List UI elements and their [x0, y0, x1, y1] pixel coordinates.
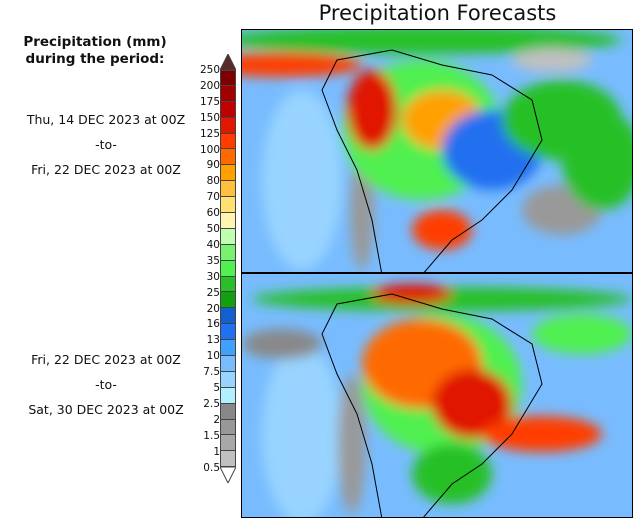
colorbar-segment: [220, 149, 236, 166]
colorbar-tick-label: 20: [206, 302, 220, 315]
colorbar-segment: [220, 197, 236, 214]
colorbar-segment: [220, 419, 236, 436]
colorbar-tick-label: 2.5: [203, 397, 220, 410]
colorbar-segment: [220, 165, 236, 182]
colorbar-tick-label: 5: [213, 382, 220, 394]
precip-area: [338, 374, 366, 514]
map-svg: [242, 274, 632, 517]
legend-title-line1: Precipitation (mm): [23, 34, 167, 50]
colorbar-tick-label: 50: [206, 223, 220, 235]
colorbar-segment: [220, 387, 236, 404]
colorbar-tick-label: 2: [213, 413, 220, 426]
colorbar-tick-label: 70: [206, 191, 220, 204]
colorbar-segment: [220, 451, 236, 468]
colorbar-segment: [220, 244, 236, 261]
colorbar-segment: [220, 371, 236, 388]
colorbar-over-triangle: [220, 54, 236, 70]
colorbar-tick-label: 150: [199, 111, 220, 124]
precip-map-panel-2: [241, 273, 633, 518]
colorbar-tick-label: 35: [206, 254, 220, 267]
precip-area: [372, 284, 452, 304]
colorbar-tick-label: 200: [199, 79, 220, 92]
colorbar-segment: [220, 340, 236, 357]
period-1-label: Thu, 14 DEC 2023 at 00Z -to- Fri, 22 DEC 2…: [0, 107, 212, 182]
precip-area: [562, 110, 632, 210]
colorbar-tick-label: 7.5: [203, 366, 220, 379]
colorbar-segment: [220, 403, 236, 420]
colorbar: [220, 54, 236, 484]
coastline: [321, 293, 543, 517]
colorbar-under-triangle: [220, 467, 236, 484]
colorbar-segment: [220, 228, 236, 245]
colorbar-ticks: 250 200 175 150 125 100 90 80 70 60 50 40 35 30 25 20 16…: [190, 0, 220, 518]
period-start: Fri, 22 DEC 2023 at 00Z: [31, 352, 181, 367]
colorbar-segment: [220, 292, 236, 309]
colorbar-tick-label: 125: [199, 127, 220, 140]
colorbar-tick-label: 250: [199, 64, 220, 76]
precip-area: [512, 48, 592, 72]
colorbar-segment: [220, 85, 236, 102]
colorbar-segment: [220, 308, 236, 325]
colorbar-segment: [220, 435, 236, 452]
coastline: [321, 49, 543, 272]
colorbar-tick-label: 16: [206, 318, 220, 331]
colorbar-tick-label: 60: [206, 207, 220, 220]
colorbar-tick-label: 100: [199, 143, 220, 156]
precip-area: [412, 444, 492, 504]
precip-map-panel-1: [241, 29, 633, 273]
colorbar-segment: [220, 260, 236, 277]
colorbar-tick-label: 25: [206, 286, 220, 299]
colorbar-segment: [220, 70, 236, 86]
colorbar-tick-label: 40: [206, 238, 220, 251]
colorbar-segment: [220, 181, 236, 198]
period-sep: -to-: [95, 137, 117, 152]
legend-title-line2: during the period:: [25, 51, 165, 67]
period-end: Fri, 22 DEC 2023 at 00Z: [31, 162, 181, 177]
colorbar-segment: [220, 213, 236, 229]
precip-area: [532, 314, 632, 354]
period-2-label: Fri, 22 DEC 2023 at 00Z -to- Sat, 30 DEC 2…: [0, 347, 212, 422]
precip-area: [262, 90, 342, 270]
precip-area: [412, 210, 472, 250]
colorbar-tick-label: 80: [206, 175, 220, 188]
period-sep: -to-: [95, 377, 117, 392]
precip-area: [242, 329, 322, 359]
colorbar-tick-label: 90: [206, 159, 220, 172]
colorbar-segment: [220, 101, 236, 118]
colorbar-tick-label: 0.5: [203, 461, 220, 474]
colorbar-segment: [220, 133, 236, 150]
precip-area: [262, 344, 342, 517]
colorbar-tick-label: 1: [213, 445, 220, 458]
colorbar-tick-label: 13: [206, 334, 220, 347]
period-end: Sat, 30 DEC 2023 at 00Z: [28, 402, 184, 417]
colorbar-segment: [220, 276, 236, 293]
colorbar-segment: [220, 324, 236, 341]
colorbar-segment: [220, 356, 236, 372]
period-start: Thu, 14 DEC 2023 at 00Z: [26, 112, 186, 127]
precip-area: [347, 70, 397, 150]
map-svg: [242, 30, 632, 272]
colorbar-segment: [220, 117, 236, 134]
colorbar-tick-label: 1.5: [203, 429, 220, 442]
chart-title: Precipitation Forecasts: [318, 1, 557, 25]
colorbar-tick-label: 175: [199, 95, 220, 108]
colorbar-tick-label: 30: [206, 270, 220, 283]
precip-area: [242, 30, 622, 54]
legend-title: Precipitation (mm) during the period:: [0, 34, 190, 68]
precip-area: [432, 369, 512, 439]
precip-area: [482, 416, 602, 452]
colorbar-tick-label: 10: [206, 350, 220, 363]
